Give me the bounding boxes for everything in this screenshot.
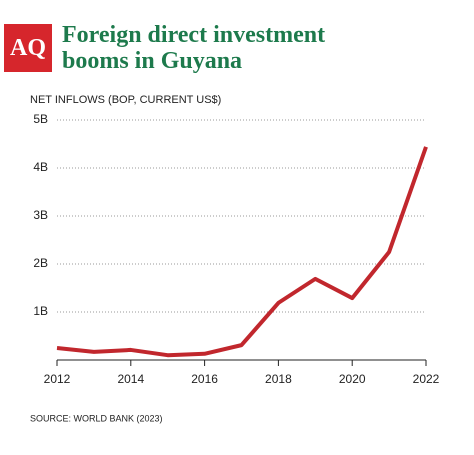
x-tick-label: 2020 (339, 372, 366, 386)
x-tick-label: 2016 (191, 372, 218, 386)
x-tick-label: 2018 (265, 372, 292, 386)
line (56, 146, 428, 358)
x-tick-label: 2014 (117, 372, 144, 386)
y-tick-label: 1B (33, 304, 48, 318)
y-tick-label: 5B (33, 112, 48, 126)
y-tick-label: 3B (33, 208, 48, 222)
chart-subtitle: NET INFLOWS (BOP, CURRENT US$) (30, 94, 221, 106)
x-tick-label: 2012 (44, 372, 71, 386)
logo: AQ (4, 24, 52, 72)
source: SOURCE: WORLD BANK (2023) (30, 413, 163, 423)
x-tick-label: 2022 (413, 372, 440, 386)
y-tick-label: 4B (33, 160, 48, 174)
chart-title: Foreign direct investment booms in Guyan… (62, 22, 326, 74)
y-tick-label: 2B (33, 256, 48, 270)
